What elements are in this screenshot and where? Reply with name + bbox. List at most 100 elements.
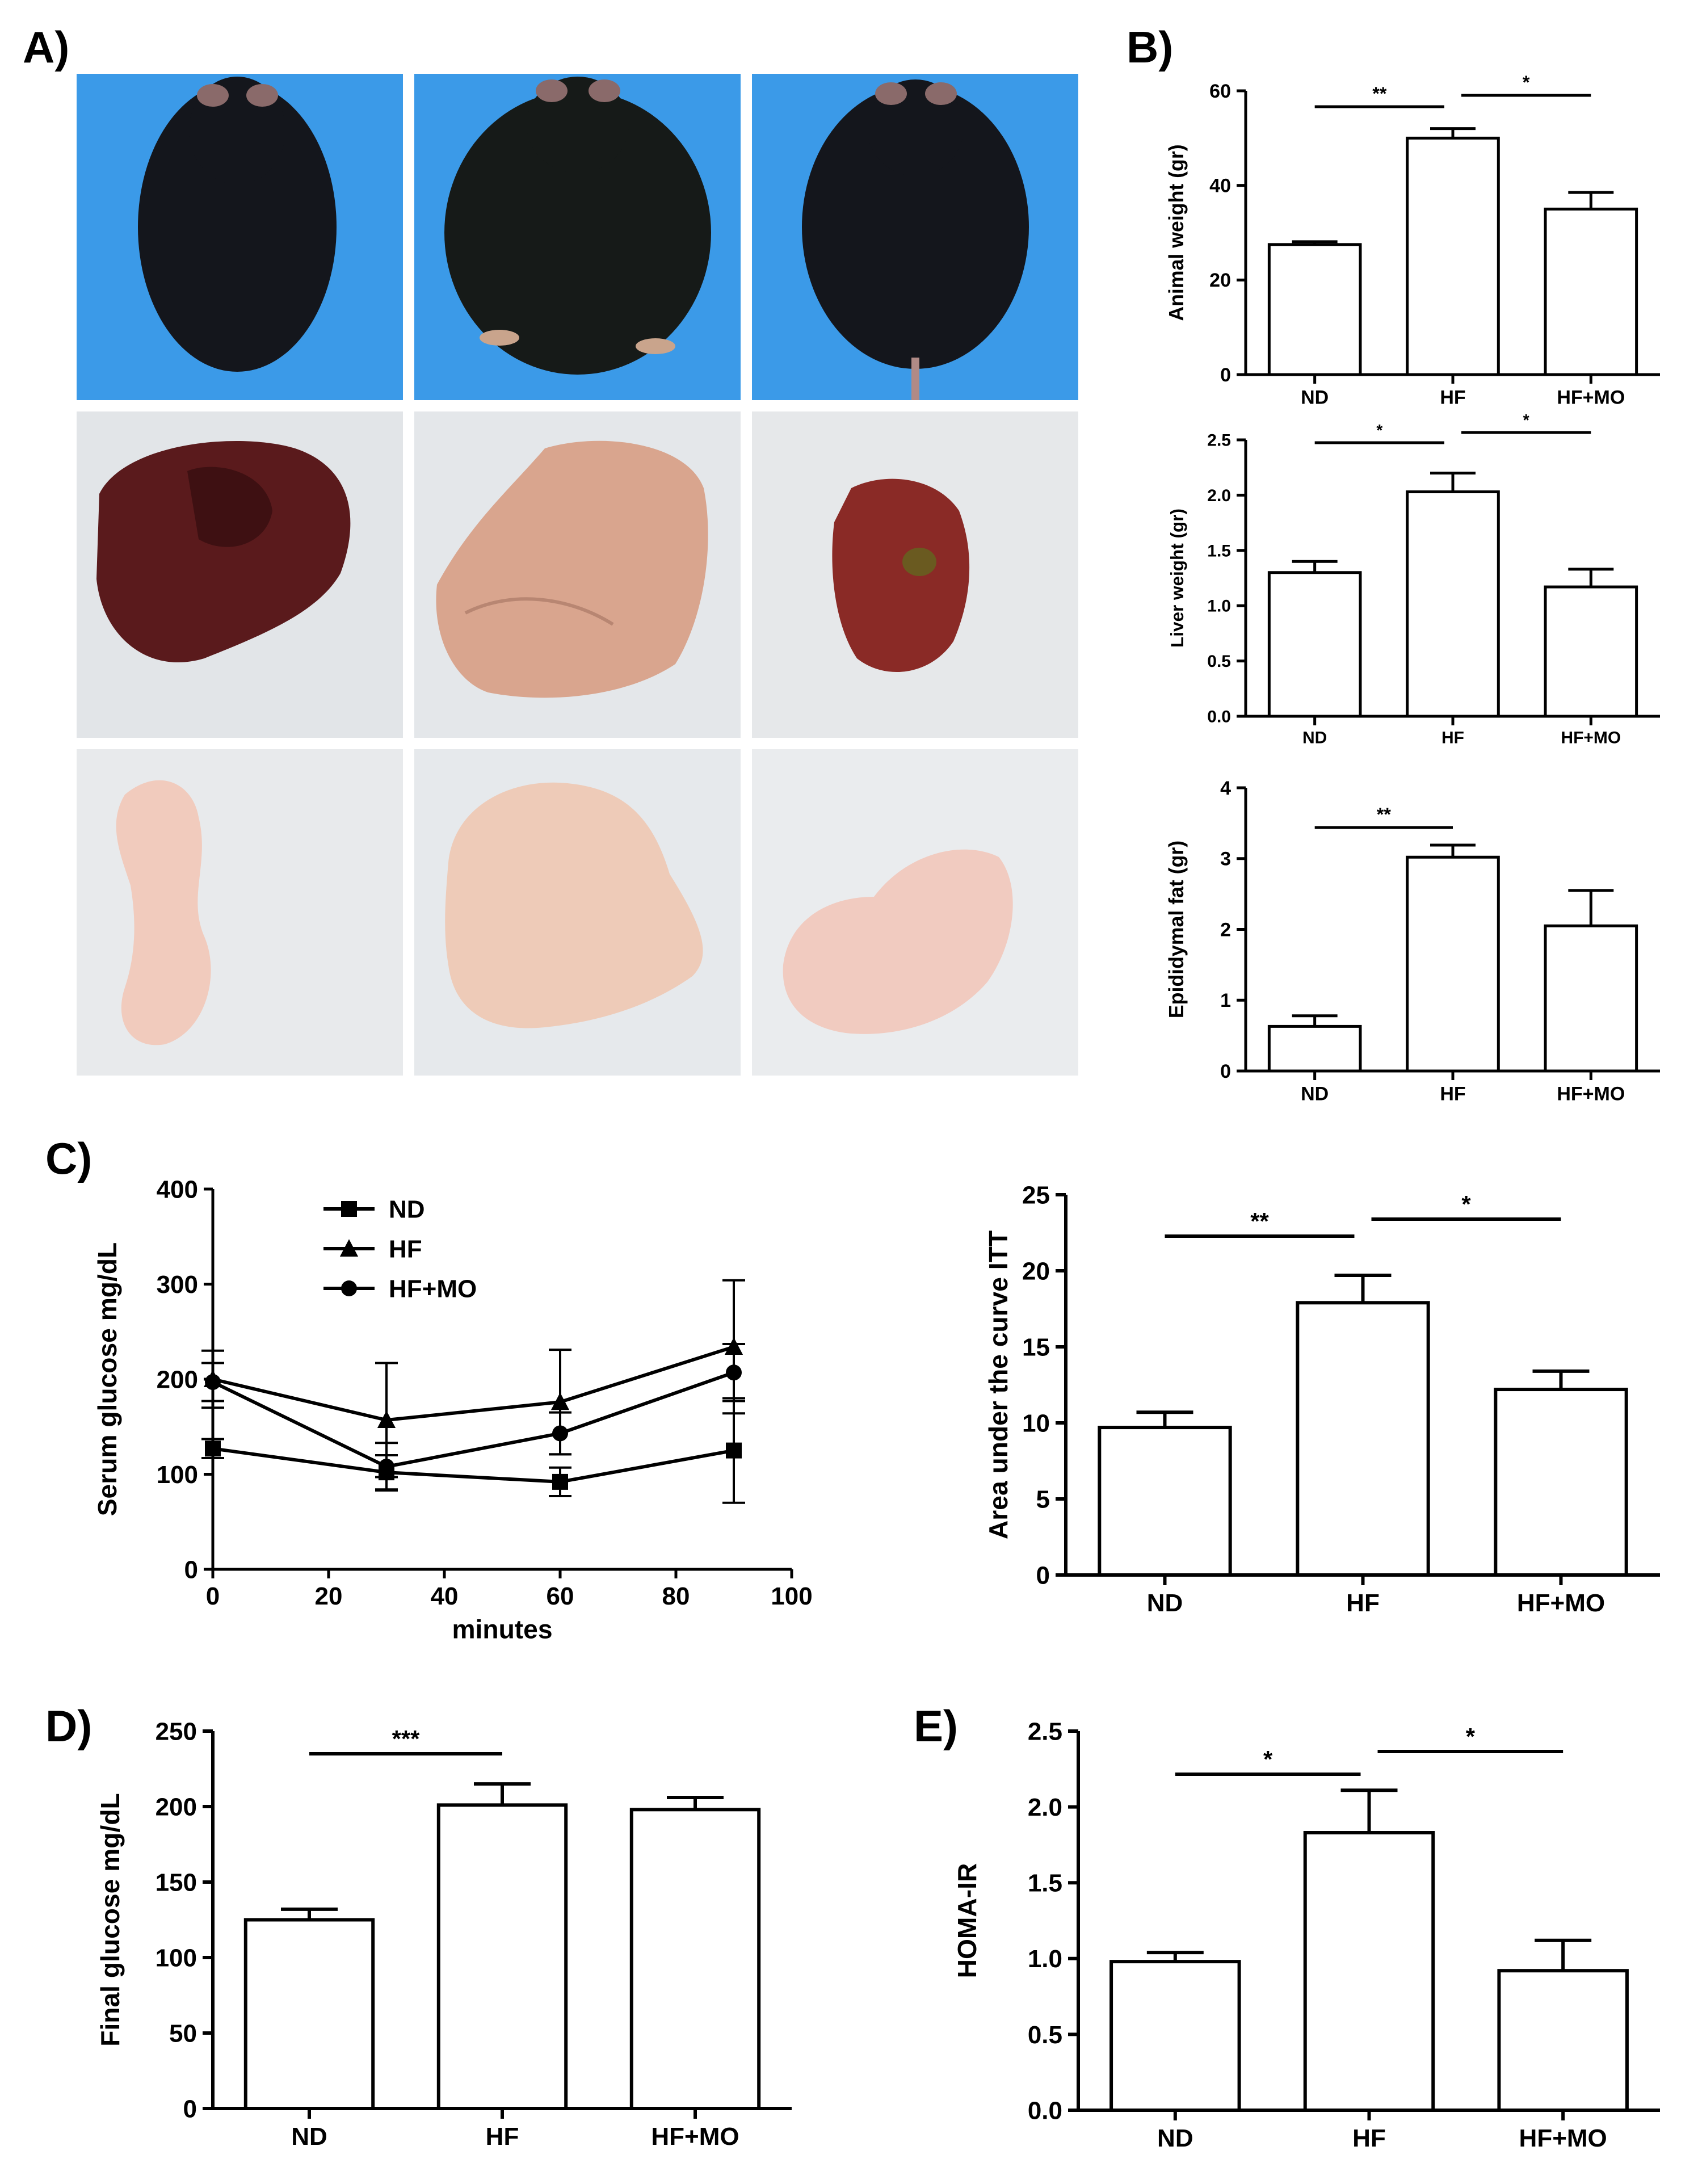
y-tick-label: 3 bbox=[1220, 849, 1231, 870]
x-tick-label: HF+MO bbox=[1557, 1083, 1625, 1105]
x-tick-label: ND bbox=[1301, 387, 1329, 409]
significance-label: * bbox=[1376, 422, 1383, 440]
y-tick-label: 0 bbox=[183, 2095, 197, 2123]
x-tick-label: 20 bbox=[315, 1582, 343, 1610]
photo-fat-nd bbox=[77, 749, 403, 1076]
data-point bbox=[377, 1410, 396, 1429]
y-tick-label: 1.5 bbox=[1207, 541, 1231, 560]
x-tick-label: 0 bbox=[206, 1582, 220, 1610]
photo-fat-hf bbox=[414, 749, 741, 1076]
significance-label: * bbox=[1466, 1723, 1476, 1750]
significance-label: * bbox=[1523, 72, 1530, 93]
x-tick-label: ND bbox=[1301, 1083, 1329, 1105]
x-tick-label: HF+MO bbox=[1517, 1589, 1605, 1617]
y-tick-label: 250 bbox=[155, 1717, 197, 1745]
y-tick-label: 0.5 bbox=[1207, 652, 1231, 671]
y-tick-label: 50 bbox=[169, 2019, 197, 2047]
y-tick-label: 300 bbox=[157, 1271, 198, 1299]
bar bbox=[1267, 1024, 1362, 1073]
y-tick-label: 150 bbox=[155, 1868, 197, 1896]
x-tick-label: HF bbox=[1440, 1083, 1465, 1105]
bar bbox=[1098, 1426, 1232, 1577]
data-point bbox=[726, 1364, 742, 1381]
y-axis-label: Serum glucose mg/dL bbox=[93, 1242, 122, 1517]
bar bbox=[436, 1803, 568, 2111]
y-axis-label: Area under the curve ITT bbox=[984, 1230, 1013, 1539]
x-tick-label: HF bbox=[1441, 729, 1464, 747]
y-tick-label: 2.0 bbox=[1207, 486, 1231, 505]
x-tick-label: 60 bbox=[547, 1582, 574, 1610]
bar bbox=[1406, 855, 1500, 1073]
panel-label-d: D) bbox=[45, 1701, 92, 1751]
y-tick-label: 100 bbox=[157, 1461, 198, 1489]
y-tick-label: 400 bbox=[157, 1175, 198, 1203]
y-axis-label: Epididymal fat (gr) bbox=[1165, 841, 1188, 1018]
panel-label-b: B) bbox=[1127, 22, 1173, 72]
y-tick-label: 200 bbox=[155, 1793, 197, 1821]
y-axis-label: Final glucose mg/dL bbox=[95, 1793, 125, 2047]
bar bbox=[1267, 243, 1362, 376]
y-tick-label: 5 bbox=[1036, 1485, 1050, 1513]
data-point bbox=[205, 1440, 221, 1457]
data-point bbox=[552, 1473, 568, 1490]
y-tick-label: 2.0 bbox=[1028, 1794, 1062, 1821]
significance-label: ** bbox=[1377, 804, 1392, 825]
y-axis-label: Animal weight (gr) bbox=[1165, 144, 1188, 321]
y-tick-label: 0 bbox=[1220, 364, 1231, 386]
data-point bbox=[205, 1374, 221, 1391]
y-tick-label: 15 bbox=[1022, 1333, 1050, 1361]
x-axis-label: minutes bbox=[452, 1615, 552, 1644]
significance-label: * bbox=[1461, 1191, 1471, 1217]
y-tick-label: 20 bbox=[1022, 1257, 1050, 1285]
y-tick-label: 2.5 bbox=[1028, 1717, 1062, 1745]
x-tick-label: HF+MO bbox=[651, 2123, 739, 2151]
chart-itt-curve: 0 100 200 300 400 0 20 40 60 80 100 Serum glucose m… bbox=[93, 1175, 813, 1644]
photo-mouse-hf bbox=[414, 74, 741, 400]
y-tick-label: 25 bbox=[1022, 1181, 1050, 1209]
bar bbox=[1544, 207, 1638, 376]
x-tick-label: HF bbox=[1352, 2124, 1386, 2152]
data-point bbox=[726, 1442, 742, 1459]
bar bbox=[1267, 571, 1362, 718]
significance-label: ** bbox=[1250, 1208, 1269, 1234]
legend-marker bbox=[339, 1239, 359, 1257]
y-tick-label: 200 bbox=[157, 1366, 198, 1393]
x-tick-label: HF bbox=[1440, 387, 1465, 409]
chart-itt-auc: 0 5 10 15 20 25 Area under the curve ITT ND HF HF… bbox=[984, 1181, 1660, 1617]
series-line-HF bbox=[212, 1345, 734, 1422]
significance-label: ** bbox=[1372, 83, 1387, 104]
y-tick-label: 1.0 bbox=[1207, 597, 1231, 616]
bar bbox=[1303, 1831, 1435, 2112]
bar bbox=[243, 1918, 375, 2110]
bar bbox=[1544, 924, 1638, 1073]
y-tick-label: 0 bbox=[184, 1556, 198, 1584]
legend-label: HF+MO bbox=[389, 1275, 477, 1303]
y-tick-label: 10 bbox=[1022, 1409, 1050, 1437]
photo-mouse-nd bbox=[77, 74, 403, 400]
bar bbox=[1494, 1388, 1628, 1577]
x-tick-label: HF bbox=[486, 2123, 519, 2151]
x-tick-label: ND bbox=[1147, 1589, 1183, 1617]
x-tick-label: HF+MO bbox=[1519, 2124, 1607, 2152]
significance-label: *** bbox=[392, 1725, 421, 1752]
x-tick-label: 80 bbox=[662, 1582, 690, 1610]
y-axis-label: HOMA-IR bbox=[952, 1863, 982, 1979]
panel-label-e: E) bbox=[914, 1701, 958, 1751]
legend-label: ND bbox=[389, 1195, 425, 1223]
y-tick-label: 1.5 bbox=[1028, 1870, 1062, 1897]
photo-grid bbox=[77, 74, 1078, 1076]
y-tick-label: 0.0 bbox=[1028, 2097, 1062, 2124]
bar bbox=[1109, 1960, 1241, 2112]
series-line-HF+MO bbox=[212, 1371, 734, 1469]
photo-liver-hfmo bbox=[752, 411, 1078, 738]
data-point bbox=[550, 1392, 570, 1410]
x-tick-label: ND bbox=[1157, 2124, 1193, 2152]
legend-marker bbox=[341, 1201, 357, 1217]
y-tick-label: 100 bbox=[155, 1944, 197, 1972]
y-tick-label: 1 bbox=[1220, 990, 1231, 1011]
photo-liver-hf bbox=[414, 411, 741, 738]
chart-liver-weight: 0.0 0.5 1.0 1.5 2.0 2.5 Liver weight (gr) ND HF H… bbox=[1167, 411, 1660, 747]
significance-label: * bbox=[1523, 411, 1530, 430]
bar bbox=[1296, 1301, 1430, 1577]
